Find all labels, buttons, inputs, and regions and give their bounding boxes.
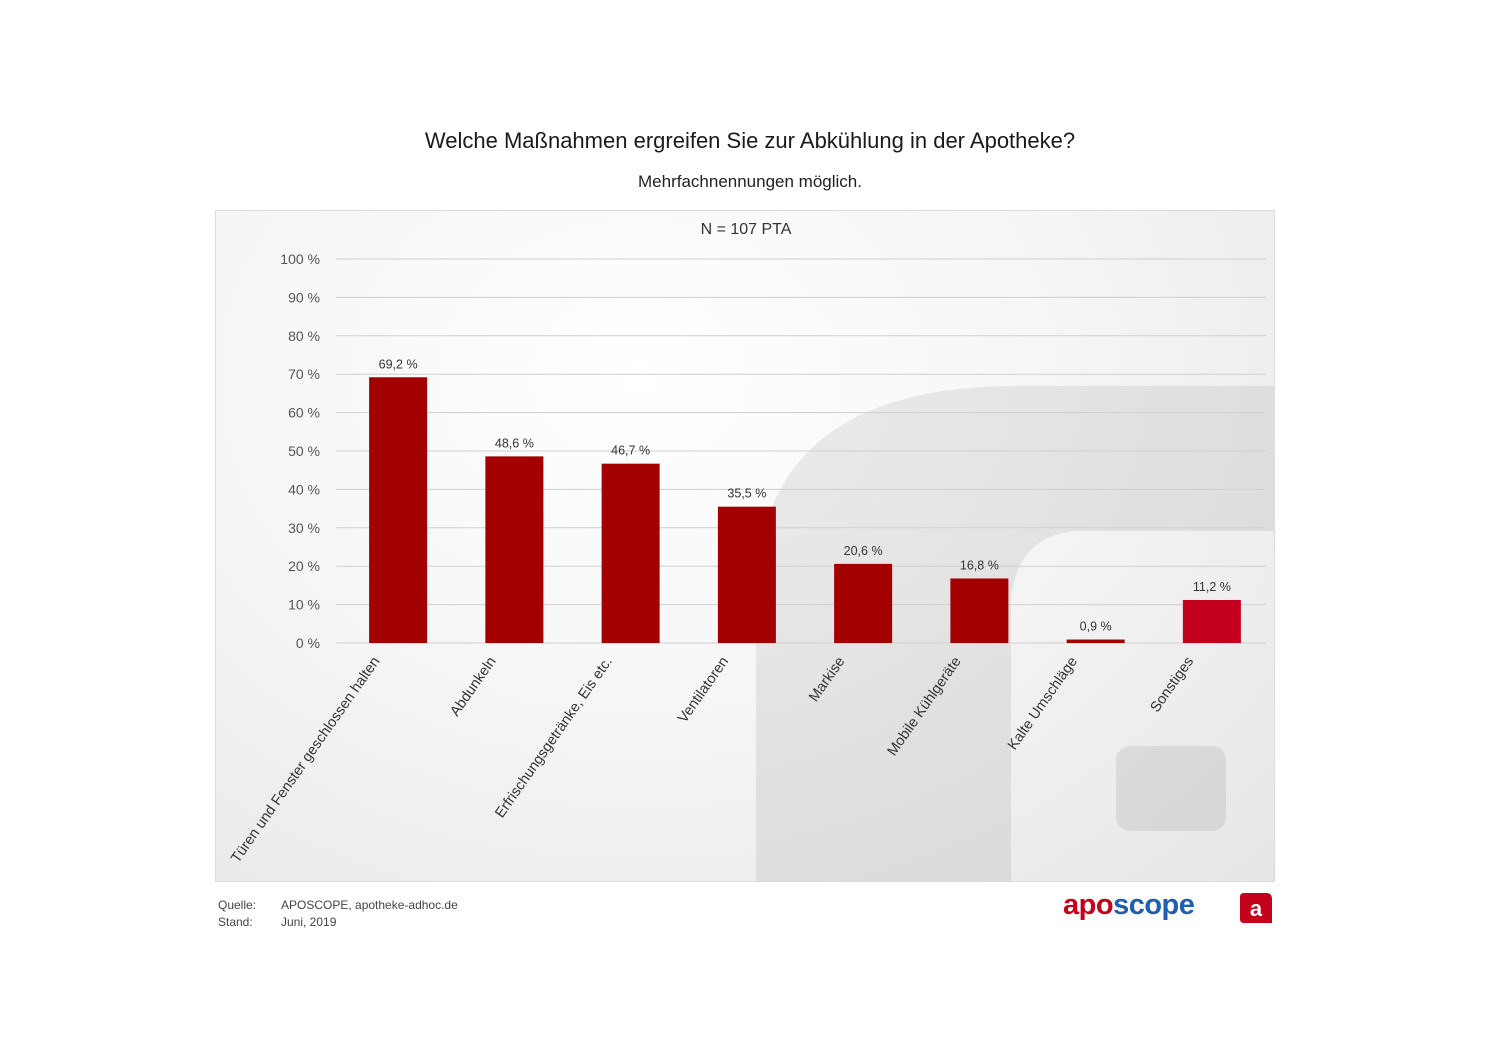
y-tick-label: 50 % bbox=[288, 443, 320, 459]
y-tick-label: 70 % bbox=[288, 366, 320, 382]
y-tick-label: 90 % bbox=[288, 289, 320, 305]
y-tick-label: 100 % bbox=[280, 251, 320, 267]
aposcope-logo: aposcope bbox=[1063, 889, 1195, 922]
y-tick-label: 60 % bbox=[288, 405, 320, 421]
data-label: 11,2 % bbox=[1193, 580, 1231, 594]
y-tick-label: 80 % bbox=[288, 328, 320, 344]
brand-scope: scope bbox=[1113, 889, 1195, 921]
data-label: 46,7 % bbox=[611, 444, 650, 458]
x-tick-label: Türen und Fenster geschlossen halten bbox=[228, 654, 383, 866]
date-label: Stand: bbox=[218, 915, 253, 929]
y-tick-label: 30 % bbox=[288, 520, 320, 536]
bar bbox=[601, 463, 660, 643]
y-tick-label: 40 % bbox=[288, 481, 320, 497]
bar-chart: 0 % 10 % 20 % 30 % 40 % 50 % 60 % 70 % 80 % 90 % 1… bbox=[228, 251, 1274, 881]
x-tick-label: Ventilatoren bbox=[675, 654, 732, 726]
x-tick-label: Erfrischungsgetränke, Eis etc. bbox=[492, 654, 616, 821]
chart-subtitle: Mehrfachnennungen möglich. bbox=[638, 172, 862, 191]
bar bbox=[834, 563, 893, 643]
data-label: 35,5 % bbox=[727, 487, 766, 501]
data-label: 69,2 % bbox=[379, 357, 418, 371]
bar bbox=[1066, 639, 1125, 643]
chart-panel: 0 % 10 % 20 % 30 % 40 % 50 % 60 % 70 % 80 % 90 % 1… bbox=[215, 210, 1275, 882]
data-label: 20,6 % bbox=[844, 544, 883, 558]
footer: Quelle: APOSCOPE, apotheke-adhoc.de Stan… bbox=[218, 897, 458, 931]
watermark-logo bbox=[756, 386, 1274, 881]
brand-apo: apo bbox=[1063, 889, 1114, 921]
x-tick-label: Abdunkeln bbox=[447, 654, 499, 719]
bar bbox=[485, 456, 544, 643]
data-label: 16,8 % bbox=[960, 558, 999, 572]
apotheke-adhoc-icon: a bbox=[1240, 893, 1272, 923]
y-tick-label: 20 % bbox=[288, 558, 320, 574]
y-tick-label: 0 % bbox=[296, 635, 320, 651]
x-tick-label: Kalte Umschläge bbox=[1005, 654, 1081, 753]
bar bbox=[1182, 599, 1241, 643]
x-tick-label: Sonstiges bbox=[1148, 654, 1198, 715]
bar bbox=[369, 377, 428, 643]
source-label: Quelle: bbox=[218, 898, 257, 912]
date-value: Juni, 2019 bbox=[281, 915, 337, 929]
sample-size-label: N = 107 PTA bbox=[700, 221, 792, 238]
y-tick-label: 10 % bbox=[288, 597, 320, 613]
chart-title: Welche Maßnahmen ergreifen Sie zur Abküh… bbox=[424, 128, 1076, 153]
icon-letter: a bbox=[1250, 896, 1263, 921]
data-label: 48,6 % bbox=[495, 436, 534, 450]
data-label: 0,9 % bbox=[1080, 620, 1112, 634]
bar bbox=[717, 506, 776, 643]
bar bbox=[950, 578, 1009, 643]
source-value: APOSCOPE, apotheke-adhoc.de bbox=[281, 898, 458, 912]
